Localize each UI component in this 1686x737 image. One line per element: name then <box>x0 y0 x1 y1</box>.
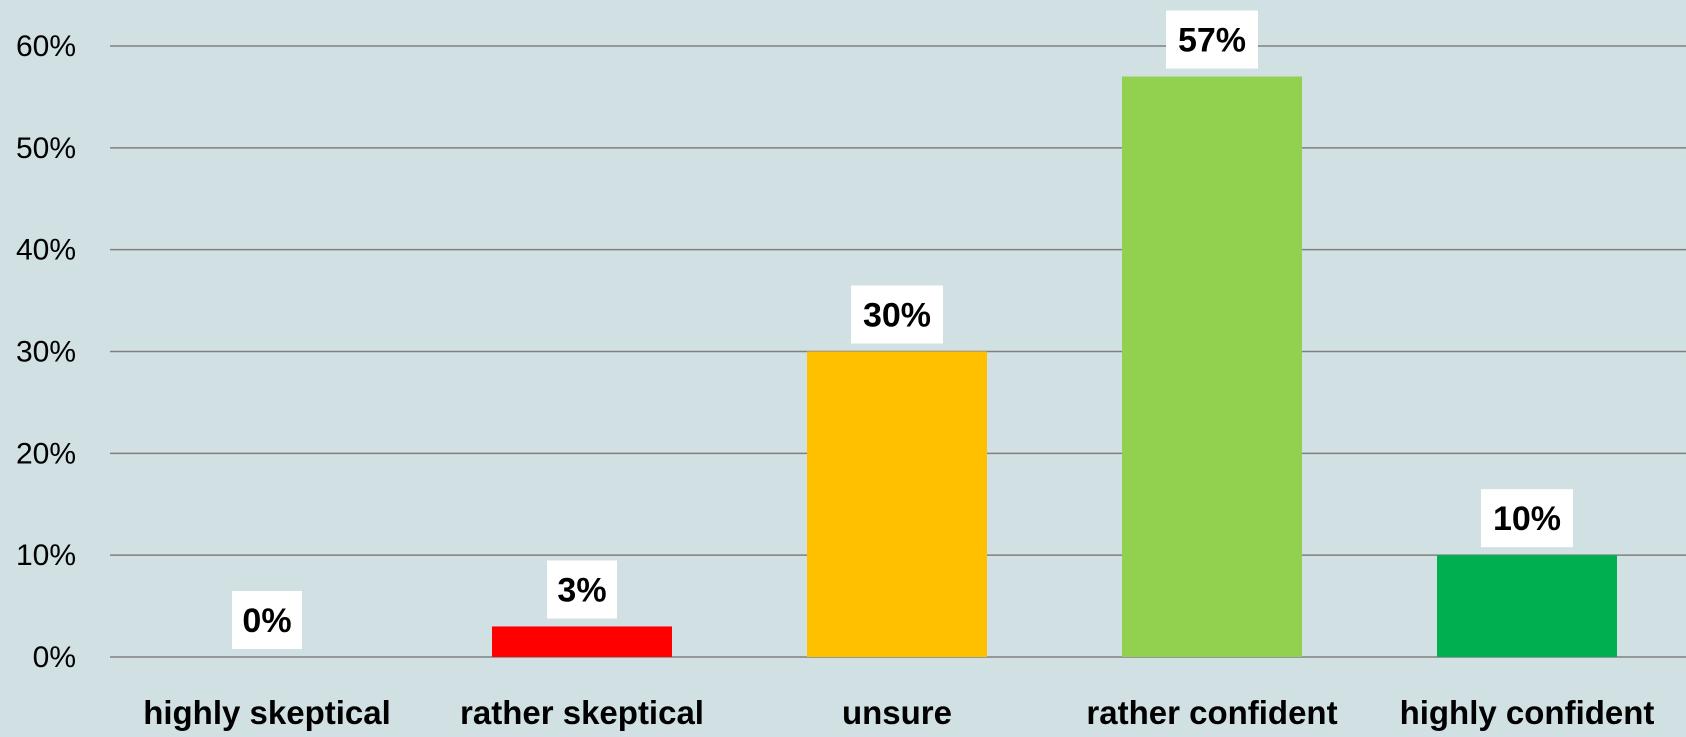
data-label: 10% <box>1481 489 1573 548</box>
data-label-text: 30% <box>863 297 931 335</box>
x-axis-ticks: highly skeptical rather skeptical unsure ra… <box>143 694 1654 731</box>
data-label-text: 3% <box>557 571 606 609</box>
data-label-text: 57% <box>1178 22 1246 60</box>
data-label: 30% <box>851 285 943 344</box>
bar-unsure <box>807 351 987 657</box>
y-tick-label: 40% <box>16 234 76 267</box>
x-tick-label: rather confident <box>1086 694 1337 731</box>
bar-rather-confident <box>1122 76 1302 658</box>
y-tick-label: 0% <box>33 641 76 674</box>
y-tick-label: 20% <box>16 437 76 470</box>
y-tick-label: 60% <box>16 30 76 63</box>
x-tick-label: unsure <box>842 694 952 731</box>
data-label: 0% <box>232 591 302 649</box>
data-labels: 0% 3% 30% 57% 10% <box>232 10 1573 649</box>
data-label-box <box>232 591 302 649</box>
data-label-box <box>1166 10 1258 69</box>
y-axis-ticks: 0% 10% 20% 30% 40% 50% 60% <box>16 30 76 674</box>
y-tick-label: 10% <box>16 539 76 572</box>
data-label-text: 10% <box>1493 500 1561 538</box>
data-label: 57% <box>1166 10 1258 69</box>
x-tick-label: rather skeptical <box>460 694 704 731</box>
bar-highly-confident <box>1437 555 1617 657</box>
y-tick-label: 30% <box>16 336 76 369</box>
data-label: 3% <box>547 560 617 619</box>
bar-rather-skeptical <box>492 626 672 657</box>
data-label-box <box>547 560 617 619</box>
bars <box>492 76 1617 658</box>
data-label-text: 0% <box>242 602 291 640</box>
data-label-box <box>851 285 943 344</box>
data-label-box <box>1481 489 1573 548</box>
x-tick-label: highly skeptical <box>143 694 391 731</box>
x-tick-label: highly confident <box>1400 694 1655 731</box>
y-tick-label: 50% <box>16 132 76 165</box>
